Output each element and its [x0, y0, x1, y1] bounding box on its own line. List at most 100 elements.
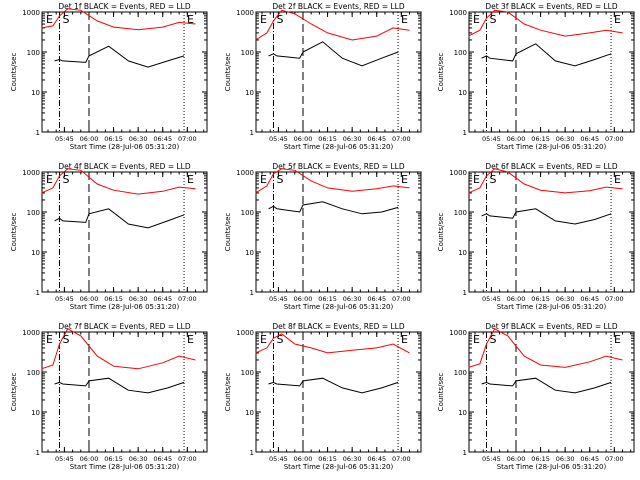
y-tick-label: 1000: [449, 169, 467, 177]
x-tick-label: 06:45: [580, 135, 599, 143]
series-line-events: [54, 377, 185, 394]
region-letter: E: [187, 13, 194, 26]
axes-frame: [41, 331, 208, 453]
x-axis-label: Start Time (28-Jul-06 05:31:20): [284, 303, 394, 311]
detector-panel-2: Det 2f BLACK = Events, RED = LLD 1 10 100 10…: [224, 2, 422, 151]
region-letter: E: [46, 333, 53, 346]
series-line-lld: [468, 168, 623, 194]
x-tick-label: 06:15: [318, 135, 337, 143]
y-tick-label: 10: [245, 249, 254, 257]
x-tick-label: 05:45: [269, 135, 288, 143]
x-axis-label: Start Time (28-Jul-06 05:31:20): [70, 143, 180, 151]
region-letter: E: [260, 13, 267, 26]
y-tick-label: 1: [36, 129, 40, 137]
x-tick-label: 07:00: [605, 295, 624, 303]
x-tick-label: 06:30: [343, 295, 362, 303]
x-axis-label: Start Time (28-Jul-06 05:31:20): [284, 463, 394, 471]
region-letter: E: [614, 173, 621, 186]
y-tick-label: 10: [245, 409, 254, 417]
y-tick-label: 100: [454, 49, 467, 57]
y-tick-label: 1: [463, 129, 467, 137]
x-tick-label: 06:00: [507, 455, 526, 463]
axes-frame: [255, 331, 422, 453]
region-letter: E: [260, 173, 267, 186]
y-tick-label: 1000: [22, 329, 40, 337]
region-letter: E: [614, 13, 621, 26]
panel-title: Det 6f BLACK = Events, RED = LLD: [485, 162, 618, 171]
series-line-lld: [468, 9, 623, 37]
y-tick-label: 10: [31, 409, 40, 417]
panel-title: Det 5f BLACK = Events, RED = LLD: [272, 162, 405, 171]
y-axis-label: Counts/sec: [224, 53, 232, 92]
panel-title: Det 3f BLACK = Events, RED = LLD: [485, 2, 618, 11]
region-letter: E: [260, 333, 267, 346]
region-letter: E: [187, 333, 194, 346]
region-letter: S: [276, 13, 283, 26]
x-tick-label: 05:45: [55, 135, 74, 143]
detector-panel-1: Det 1f BLACK = Events, RED = LLD 1 10 100 10…: [10, 2, 208, 151]
x-tick-label: 06:00: [507, 295, 526, 303]
x-tick-label: 06:30: [343, 455, 362, 463]
x-tick-label: 05:45: [55, 295, 74, 303]
series-line-lld: [255, 168, 410, 194]
x-tick-label: 06:30: [129, 135, 148, 143]
y-tick-label: 1000: [22, 169, 40, 177]
x-tick-label: 06:00: [80, 295, 99, 303]
x-tick-label: 06:45: [580, 295, 599, 303]
detector-panel-9: Det 9f BLACK = Events, RED = LLD 1 10 100 10…: [437, 322, 635, 471]
series-line-events: [481, 43, 612, 67]
y-tick-label: 1: [250, 129, 254, 137]
y-tick-label: 100: [241, 209, 254, 217]
x-tick-label: 06:45: [367, 455, 386, 463]
axes-frame: [255, 171, 422, 293]
region-letter: S: [489, 333, 496, 346]
y-axis-label: Counts/sec: [10, 53, 18, 92]
x-tick-label: 06:15: [104, 455, 123, 463]
x-axis-label: Start Time (28-Jul-06 05:31:20): [284, 143, 394, 151]
x-tick-label: 06:30: [556, 295, 575, 303]
x-tick-label: 06:00: [507, 135, 526, 143]
x-tick-label: 05:45: [269, 455, 288, 463]
y-tick-label: 10: [245, 89, 254, 97]
x-axis-label: Start Time (28-Jul-06 05:31:20): [497, 143, 607, 151]
series-line-lld: [468, 328, 623, 368]
region-letter: S: [276, 173, 283, 186]
x-tick-label: 06:15: [318, 295, 337, 303]
y-tick-label: 100: [454, 369, 467, 377]
region-letter: S: [489, 173, 496, 186]
region-letter: E: [473, 333, 480, 346]
x-tick-label: 06:30: [556, 135, 575, 143]
x-tick-label: 06:15: [318, 455, 337, 463]
x-tick-label: 06:45: [580, 455, 599, 463]
region-letter: E: [473, 13, 480, 26]
axes-frame: [468, 171, 635, 293]
series-line-events: [268, 41, 399, 67]
x-tick-label: 06:00: [80, 455, 99, 463]
series-line-lld: [255, 333, 410, 354]
y-tick-label: 100: [454, 209, 467, 217]
panel-title: Det 8f BLACK = Events, RED = LLD: [272, 322, 405, 331]
y-axis-label: Counts/sec: [224, 213, 232, 252]
y-tick-label: 100: [241, 369, 254, 377]
y-axis-label: Counts/sec: [10, 213, 18, 252]
series-line-lld: [255, 9, 410, 41]
x-tick-label: 07:00: [392, 135, 411, 143]
x-tick-label: 06:00: [80, 135, 99, 143]
x-tick-label: 07:00: [605, 455, 624, 463]
x-tick-label: 06:45: [153, 295, 172, 303]
panel-title: Det 7f BLACK = Events, RED = LLD: [58, 322, 191, 331]
y-tick-label: 1: [36, 289, 40, 297]
series-line-events: [54, 208, 185, 229]
series-line-lld: [41, 328, 196, 370]
y-tick-label: 1000: [236, 9, 254, 17]
x-tick-label: 06:30: [129, 455, 148, 463]
x-tick-label: 05:45: [482, 455, 501, 463]
y-tick-label: 1000: [236, 329, 254, 337]
detector-panel-8: Det 8f BLACK = Events, RED = LLD 1 10 100 10…: [224, 322, 422, 471]
x-tick-label: 06:00: [294, 295, 313, 303]
x-axis-label: Start Time (28-Jul-06 05:31:20): [497, 303, 607, 311]
x-tick-label: 07:00: [178, 295, 197, 303]
x-tick-label: 05:45: [482, 135, 501, 143]
x-tick-label: 06:30: [129, 295, 148, 303]
